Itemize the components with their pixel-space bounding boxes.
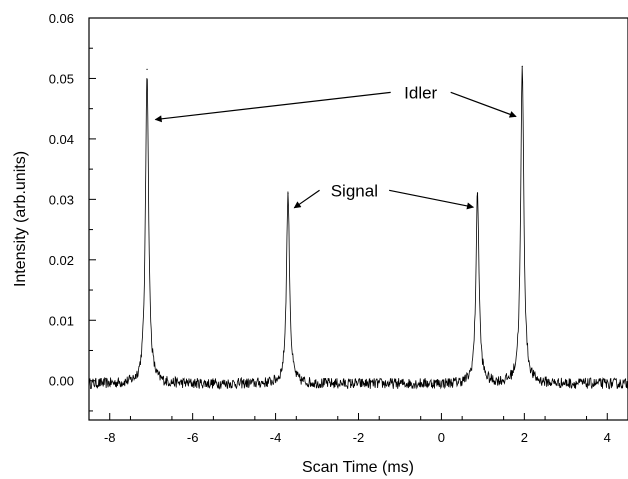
- y-tick-label: 0.04: [49, 132, 74, 147]
- y-tick-label: 0.02: [49, 253, 74, 268]
- y-tick-label: 0.05: [49, 71, 74, 86]
- x-tick-label: 0: [438, 430, 445, 445]
- annotation-arrow: [450, 91, 517, 118]
- x-tick-label: -8: [104, 430, 116, 445]
- peak-point: [476, 192, 479, 194]
- x-tick-label: 2: [521, 430, 528, 445]
- y-tick-label: 0.03: [49, 192, 74, 207]
- annotation-arrow: [154, 91, 391, 123]
- peak-point: [521, 65, 523, 67]
- annotation-label: Idler: [404, 83, 437, 102]
- annotation-label: Signal: [331, 181, 378, 200]
- y-tick-label: 0.01: [49, 313, 74, 328]
- x-tick-label: 4: [604, 430, 611, 445]
- y-tick-label: 0.00: [49, 374, 74, 389]
- x-tick-label: -6: [187, 430, 199, 445]
- peak-point: [287, 192, 289, 194]
- series-line: [88, 66, 628, 390]
- peak-point: [146, 68, 148, 70]
- plot-frame: [88, 17, 628, 421]
- annotation-arrow: [293, 189, 320, 209]
- y-axis-title: Intensity (arb.units): [12, 151, 29, 287]
- x-tick-label: -4: [270, 430, 282, 445]
- annotation-arrow: [389, 189, 475, 210]
- y-tick-label: 0.06: [49, 11, 74, 26]
- x-axis-title: Scan Time (ms): [302, 459, 414, 476]
- x-tick-label: -2: [353, 430, 365, 445]
